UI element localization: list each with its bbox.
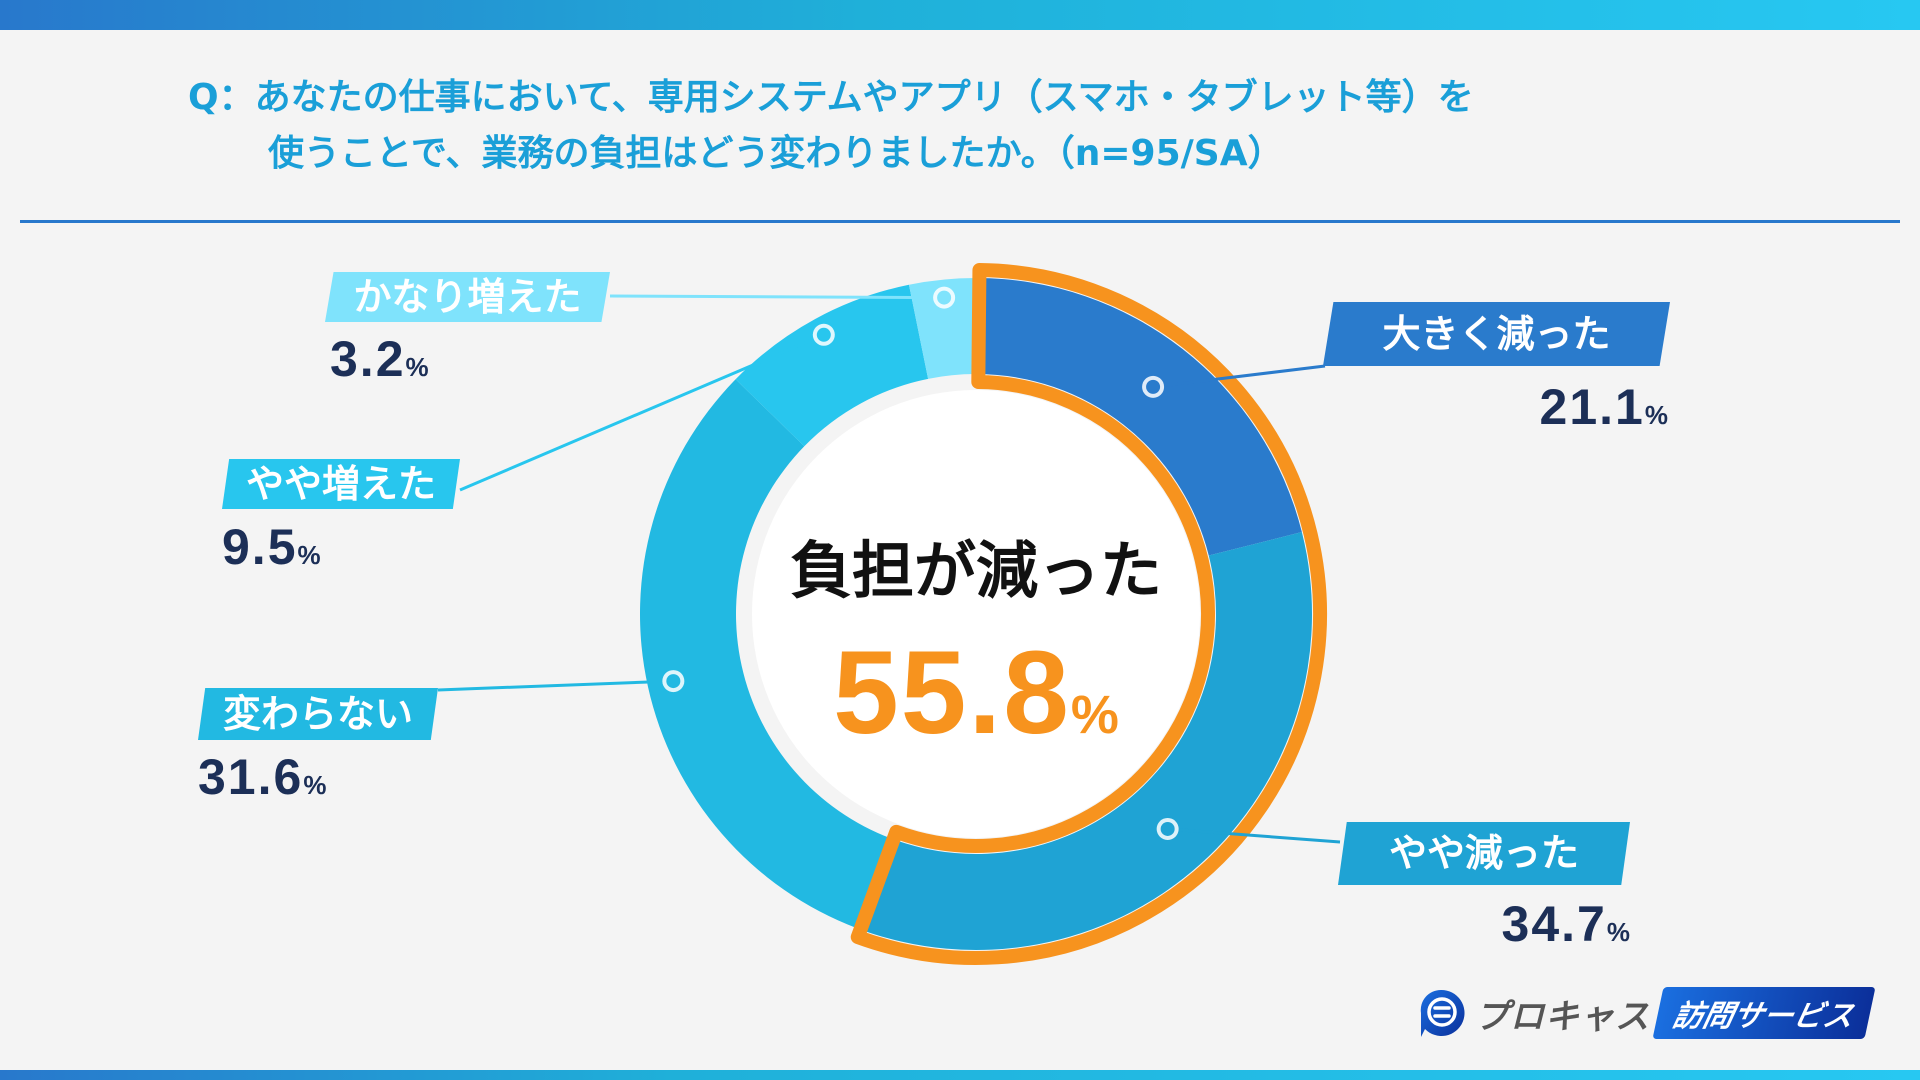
slice-big-increase [908,278,976,379]
slice-slight-increase [735,284,929,447]
brand-name: プロキャス [1475,996,1650,1037]
label-slight-decrease: やや減った [1338,822,1630,885]
leader-line [1167,827,1341,844]
donut-slices [639,263,1327,965]
leader-dot [816,327,831,342]
value-big-increase: 3.2% [330,330,429,388]
leader-dot [937,290,952,305]
center-value-number: 55.8 [833,627,1071,759]
label-slight-increase: やや増えた [222,459,460,509]
value-slight-decrease: 34.7% [1480,895,1630,953]
label-no-change: 変わらない [198,688,438,740]
value-unit: % [405,352,429,382]
value-no-change: 31.6% [198,748,326,806]
title-divider [20,220,1900,223]
center-value-unit: % [1070,685,1119,745]
leader-lines [437,286,1341,844]
center-label: 負担が減った [789,534,1162,607]
value-unit: % [297,540,321,570]
slice-big-decrease [976,278,1302,556]
value-number: 31.6 [198,749,304,805]
value-number: 34.7 [1501,896,1607,952]
question-line-1: Q：あなたの仕事において、専用システムやアプリ（スマホ・タブレット等）を [188,77,1474,118]
question-line-2: 使うことで、業務の負担はどう変わりましたか。（n=95/SA） [268,133,1284,174]
label-big-increase: かなり増えた [325,272,610,322]
value-number: 3.2 [330,331,406,387]
label-big-decrease: 大きく減った [1323,302,1670,366]
value-number: 21.1 [1539,379,1645,435]
procas-logo-icon [1420,989,1465,1037]
top-accent-bar [0,0,1920,30]
slice-slight-decrease [857,532,1313,951]
leader-dot [1160,821,1175,836]
leader-line [437,679,674,692]
leader-line [609,294,945,300]
center-value: 55.8% [736,625,1216,761]
brand-logo: プロキャス 訪問サービス [1415,985,1876,1041]
value-unit: % [303,770,327,800]
value-big-decrease: 21.1% [1520,378,1668,436]
leader-dot [666,674,681,689]
value-unit: % [1606,917,1630,947]
leader-line [1152,364,1326,389]
service-badge: 訪問サービス [1652,987,1876,1039]
value-slight-increase: 9.5% [222,518,321,576]
value-number: 9.5 [222,519,298,575]
leader-dot [1146,379,1161,394]
leader-line [459,333,825,492]
value-unit: % [1644,400,1668,430]
slice-no-change [639,379,892,929]
donut-hole [752,390,1200,838]
bottom-accent-bar [0,1070,1920,1080]
highlight-outline [850,263,1327,965]
